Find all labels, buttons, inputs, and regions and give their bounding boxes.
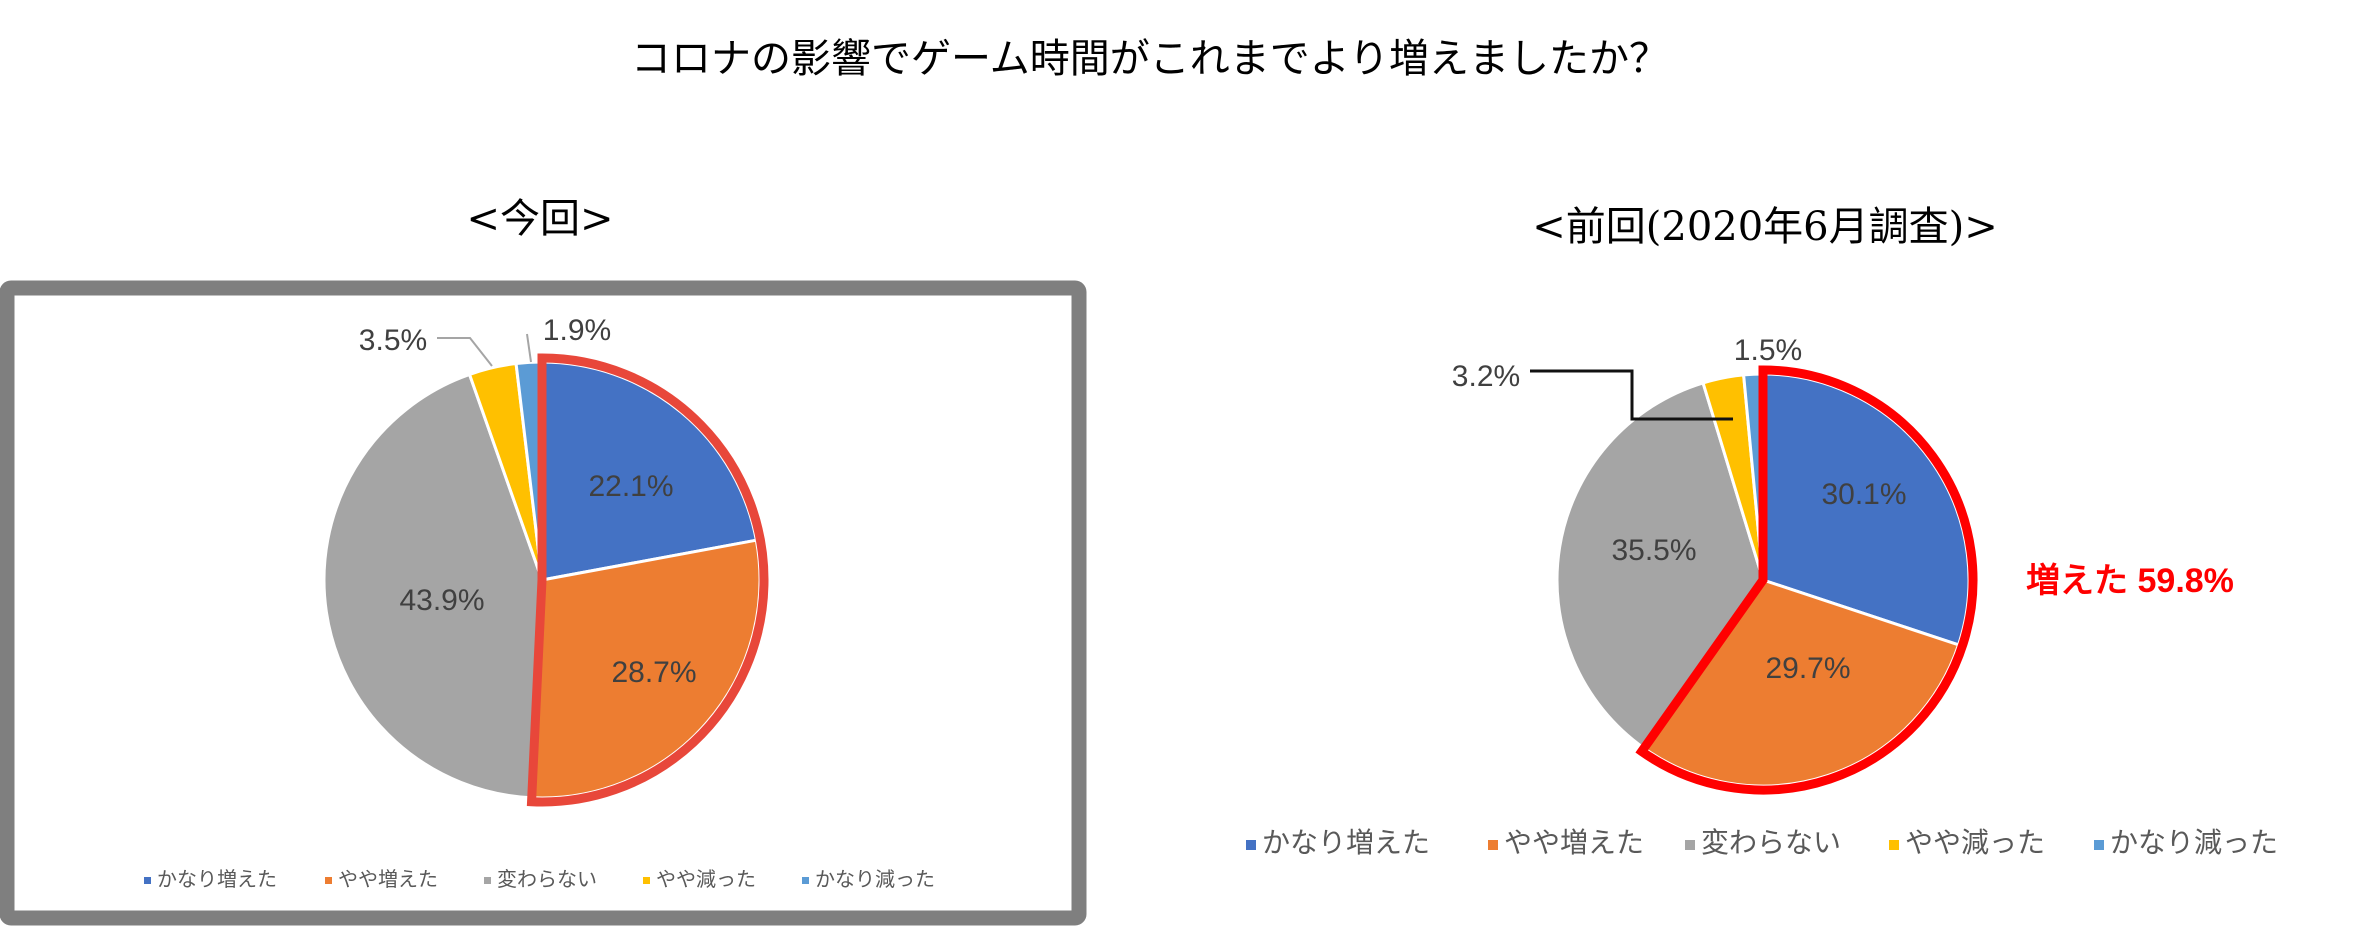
legend-label: やや減った: [1905, 827, 2045, 858]
increase-total-annotation: 増えた 59.8%: [2026, 562, 2234, 600]
legend-swatch: [2094, 840, 2104, 850]
legend-item: 変わらない: [1685, 827, 1841, 858]
data-label: 43.9%: [399, 584, 484, 617]
legend-label: かなり増えた: [1262, 827, 1430, 858]
pie-slice-3: [1555, 381, 1765, 751]
leader-line-3-2: [1530, 369, 1733, 421]
highlight-outline: [1635, 365, 1978, 795]
left-legend: かなり増えた やや増えた 変わらない やや減った かなり減った: [144, 868, 935, 891]
legend-label: やや増えた: [338, 868, 438, 891]
left-chart-title: <今回>: [466, 196, 613, 242]
right-legend: かなり増えた やや増えた 変わらない やや減った かなり減った: [1246, 827, 2278, 858]
legend-item: かなり減った: [2094, 827, 2278, 858]
legend-swatch: [1685, 840, 1695, 850]
legend-item: やや減った: [643, 868, 756, 891]
data-label: 3.2%: [1452, 360, 1520, 393]
legend-label: かなり減った: [2110, 827, 2278, 858]
legend-item: 変わらない: [484, 868, 597, 891]
legend-item: やや増えた: [1488, 827, 1644, 858]
legend-swatch: [325, 877, 332, 884]
data-label: 1.5%: [1734, 334, 1802, 367]
legend-label: やや減った: [656, 868, 756, 891]
leader-line-3-5: [437, 337, 493, 367]
data-label: 22.1%: [588, 470, 673, 503]
pie-slice-3: [322, 372, 544, 800]
data-label: 28.7%: [611, 656, 696, 689]
legend-label: 変わらない: [1701, 827, 1841, 858]
leader-line-1-9: [526, 333, 532, 363]
legend-swatch: [1246, 840, 1256, 850]
data-label: 3.5%: [359, 324, 427, 357]
left-pie: 22.1% 28.7% 43.9% 3.5% 1.9%: [322, 314, 769, 807]
legend-item: かなり増えた: [1246, 827, 1430, 858]
legend-swatch: [1889, 840, 1899, 850]
legend-swatch: [643, 877, 650, 884]
main-title: コロナの影響でゲーム時間がこれまでより増えましたか？: [631, 36, 1669, 82]
legend-label: やや増えた: [1504, 827, 1644, 858]
legend-label: かなり減った: [815, 868, 935, 891]
right-pie: 30.1% 29.7% 35.5% 3.2% 1.5%: [1452, 334, 1978, 795]
legend-swatch: [1488, 840, 1498, 850]
legend-swatch: [484, 877, 491, 884]
legend-item: やや増えた: [325, 868, 438, 891]
highlight-outline: [526, 353, 769, 807]
data-label: 35.5%: [1611, 534, 1696, 567]
data-label: 29.7%: [1765, 652, 1850, 685]
legend-item: かなり減った: [802, 868, 935, 891]
data-label: 30.1%: [1821, 478, 1906, 511]
legend-swatch: [144, 877, 151, 884]
legend-label: かなり増えた: [157, 868, 277, 891]
right-chart-title: <前回(2020年6月調査)>: [1532, 204, 1998, 250]
legend-label: 変わらない: [497, 868, 597, 891]
data-label: 1.9%: [543, 314, 611, 347]
legend-swatch: [802, 877, 809, 884]
legend-item: やや減った: [1889, 827, 2045, 858]
legend-item: かなり増えた: [144, 868, 277, 891]
